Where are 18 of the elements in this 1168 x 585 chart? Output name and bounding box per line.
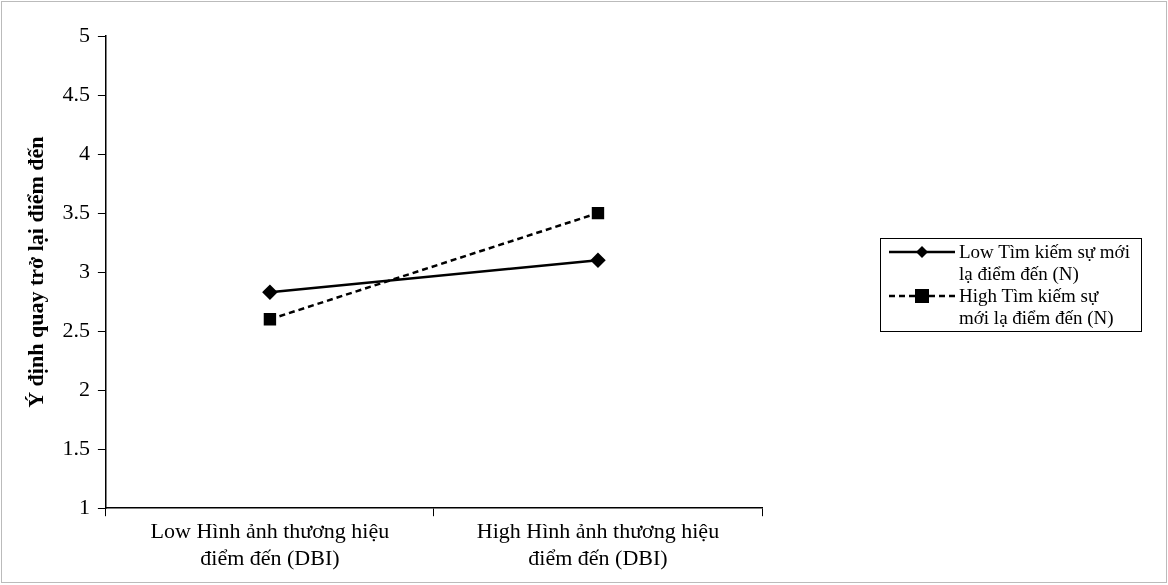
y-tick-label: 2.5 bbox=[62, 316, 90, 342]
y-tick-label: 3.5 bbox=[62, 198, 90, 224]
y-tick-label: 4 bbox=[78, 139, 90, 165]
point bbox=[590, 253, 606, 268]
y-tick-label: 3 bbox=[78, 257, 90, 283]
point bbox=[263, 313, 277, 326]
point bbox=[262, 284, 278, 300]
y-tick-label: 2 bbox=[78, 375, 90, 401]
point bbox=[591, 206, 605, 220]
y-tick-label: 1 bbox=[78, 493, 90, 519]
y-tick-label: 4.5 bbox=[62, 80, 90, 106]
y-tick-label: 5 bbox=[78, 21, 90, 47]
y-axis-title: Ý định quay trở lại điểm đến bbox=[22, 136, 48, 408]
legend-label: Low Tìm kiếm sự mới lạ điểm đến (N) bbox=[959, 241, 1131, 285]
x-tick-label: Low Hình ảnh thương hiệu điểm đến (DBI) bbox=[150, 518, 390, 570]
x-tick-label: High Hình ảnh thương hiệu điểm đến (DBI) bbox=[476, 518, 720, 570]
y-tick-label: 1.5 bbox=[62, 434, 90, 460]
legend-label: High Tìm kiếm sự mới lạ điểm đến (N) bbox=[959, 285, 1115, 329]
